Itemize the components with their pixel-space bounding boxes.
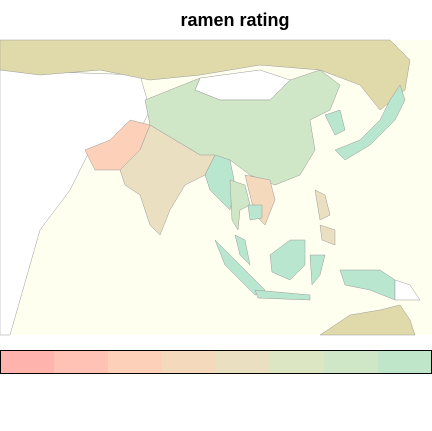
legend-swatch xyxy=(108,351,163,373)
country xyxy=(269,239,306,281)
country xyxy=(309,254,326,286)
legend xyxy=(0,351,432,373)
country xyxy=(319,224,336,246)
country xyxy=(0,39,411,111)
map xyxy=(0,39,432,336)
legend-swatch xyxy=(54,351,109,373)
legend-swatch xyxy=(378,351,432,373)
country xyxy=(247,204,263,221)
country xyxy=(234,234,251,266)
country xyxy=(324,109,346,136)
country xyxy=(229,179,251,231)
country xyxy=(334,84,406,161)
country xyxy=(314,189,331,221)
country xyxy=(119,124,216,236)
legend-swatch xyxy=(0,351,55,373)
country xyxy=(319,304,416,336)
country xyxy=(254,289,311,301)
legend-swatch xyxy=(216,351,271,373)
legend-swatch xyxy=(162,351,217,373)
country xyxy=(244,174,276,226)
map-title: ramen rating xyxy=(180,10,289,30)
country xyxy=(0,69,151,336)
country xyxy=(394,279,421,301)
legend-swatch xyxy=(270,351,325,373)
legend-swatch xyxy=(324,351,379,373)
